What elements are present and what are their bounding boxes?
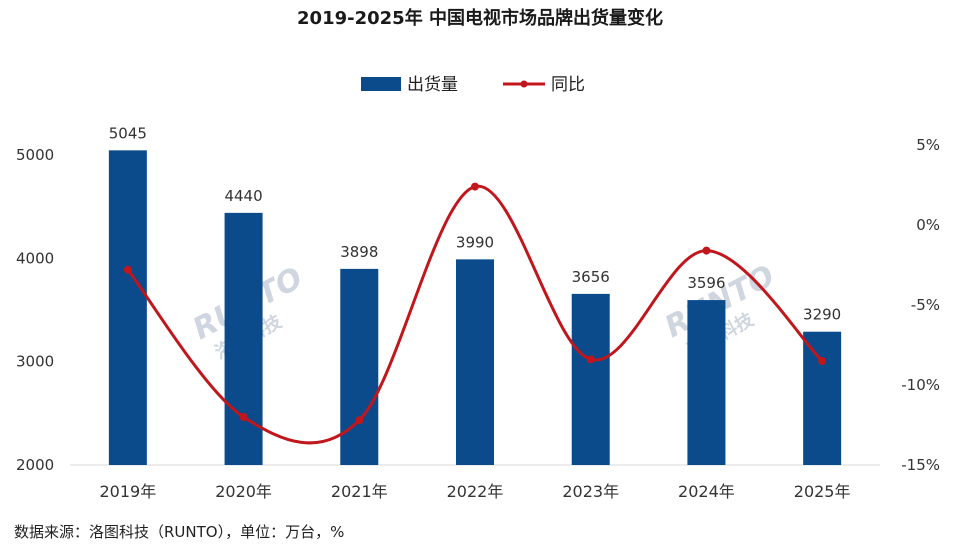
y-left-tick-label: 2000 — [16, 456, 54, 474]
line-series — [123, 182, 827, 445]
bar — [456, 259, 494, 465]
x-tick-label: 2023年 — [562, 482, 619, 501]
legend-swatch-line-marker — [520, 80, 528, 88]
yoy-point — [123, 265, 132, 274]
y-left-tick-label: 3000 — [16, 353, 54, 371]
bar-value-label: 3290 — [803, 306, 841, 324]
y-right-tick-label: -15% — [901, 456, 940, 474]
bar-value-label: 3990 — [456, 233, 494, 251]
source-note: 数据来源：洛图科技（RUNTO），单位：万台，% — [14, 523, 344, 541]
y-right-tick-label: -10% — [901, 376, 940, 394]
legend-label-line: 同比 — [551, 75, 585, 95]
bar-value-label: 3656 — [572, 268, 610, 286]
x-tick-label: 2024年 — [678, 482, 735, 501]
bar-value-label: 4440 — [224, 187, 262, 205]
bar — [803, 331, 842, 465]
bar — [340, 268, 379, 465]
y-left-tick-label: 5000 — [16, 146, 54, 164]
bar-value-label: 5045 — [109, 124, 147, 142]
x-tick-label: 2019年 — [99, 482, 156, 501]
y-right-tick-label: 0% — [916, 216, 940, 234]
y-left-tick-label: 4000 — [16, 249, 54, 267]
y-right-tick-label: 5% — [916, 136, 940, 154]
yoy-point — [471, 182, 479, 191]
yoy-point — [239, 413, 248, 421]
yoy-point — [702, 246, 711, 255]
yoy-point — [355, 416, 364, 425]
legend: 出货量 同比 — [361, 75, 585, 95]
yoy-point — [586, 355, 595, 364]
chart-title: 2019-2025年 中国电视市场品牌出货量变化 — [297, 7, 663, 29]
x-tick-label: 2020年 — [215, 482, 272, 501]
legend-swatch-bar — [361, 77, 401, 91]
x-tick-label: 2022年 — [447, 482, 504, 501]
data-labels: 5045 4440 3898 3990 3656 3596 3290 — [109, 124, 841, 323]
legend-label-bar: 出货量 — [407, 75, 458, 95]
bar — [224, 212, 263, 465]
x-tick-label: 2021年 — [331, 482, 388, 501]
bar — [687, 300, 726, 465]
bar-value-label: 3898 — [340, 243, 378, 261]
x-tick-label: 2025年 — [794, 482, 851, 501]
bar-value-label: 3596 — [687, 274, 725, 292]
bar-series — [108, 150, 842, 465]
y-right-tick-label: -5% — [911, 296, 940, 314]
bar — [571, 293, 610, 465]
yoy-point — [818, 357, 827, 365]
bar — [108, 150, 147, 465]
